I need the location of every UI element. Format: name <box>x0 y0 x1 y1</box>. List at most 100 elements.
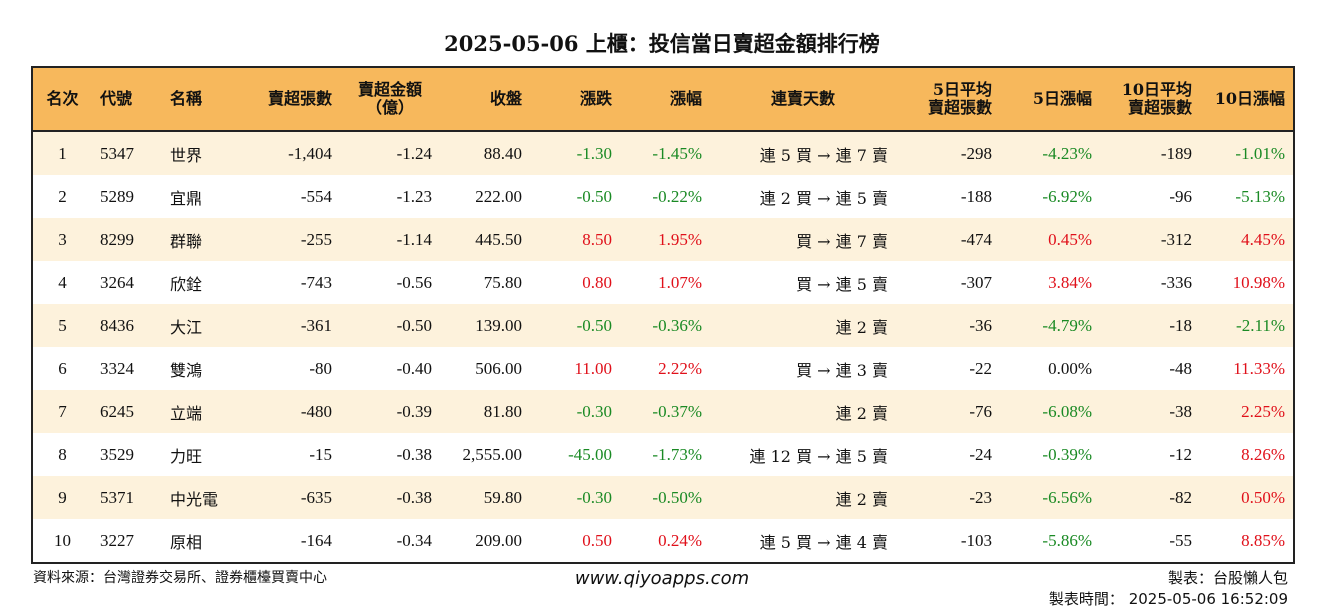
cell-pct10: 2.25% <box>1200 390 1294 433</box>
cell-avg5: -474 <box>896 218 1000 261</box>
cell-pct10: 10.98% <box>1200 261 1294 304</box>
cell-pct5: -4.79% <box>1000 304 1100 347</box>
cell-sell-amount: -1.24 <box>340 131 440 175</box>
cell-code: 3227 <box>92 519 162 563</box>
cell-rank: 10 <box>32 519 92 563</box>
cell-pct10: 0.50% <box>1200 476 1294 519</box>
cell-sell-shares: -1,404 <box>244 131 340 175</box>
table-row: 7 6245 立端 -480 -0.39 81.80 -0.30 -0.37% 連 2 賣 -76… <box>32 390 1294 433</box>
cell-code: 3264 <box>92 261 162 304</box>
cell-sell-amount: -0.50 <box>340 304 440 347</box>
cell-pct5: -6.08% <box>1000 390 1100 433</box>
cell-code: 5371 <box>92 476 162 519</box>
cell-rank: 9 <box>32 476 92 519</box>
table-row: 4 3264 欣銓 -743 -0.56 75.80 0.80 1.07% 買 → 連 5 賣-… <box>32 261 1294 304</box>
cell-name: 力旺 <box>162 433 244 476</box>
cell-sell-amount: -0.56 <box>340 261 440 304</box>
table-row: 8 3529 力旺 -15 -0.38 2,555.00 -45.00 -1.73% 連 12 … <box>32 433 1294 476</box>
cell-pct5: -5.86% <box>1000 519 1100 563</box>
table-row: 1 5347 世界 -1,404 -1.24 88.40 -1.30 -1.45% 連 5 買 … <box>32 131 1294 175</box>
cell-streak: 買 → 連 7 賣 <box>710 218 896 261</box>
cell-avg10: -189 <box>1100 131 1200 175</box>
cell-change-pct: -0.50% <box>620 476 710 519</box>
cell-sell-shares: -80 <box>244 347 340 390</box>
cell-sell-shares: -554 <box>244 175 340 218</box>
cell-change: 8.50 <box>530 218 620 261</box>
cell-streak: 連 2 賣 <box>710 304 896 347</box>
cell-code: 3324 <box>92 347 162 390</box>
cell-avg10: -12 <box>1100 433 1200 476</box>
header-change: 漲跌 <box>530 67 620 132</box>
header-name: 名稱 <box>162 67 244 132</box>
cell-name: 宜鼎 <box>162 175 244 218</box>
cell-pct10: 4.45% <box>1200 218 1294 261</box>
cell-name: 欣銓 <box>162 261 244 304</box>
header-avg5-line1: 5日平均 <box>932 80 992 99</box>
header-pct10: 10日漲幅 <box>1200 67 1294 132</box>
cell-rank: 5 <box>32 304 92 347</box>
cell-sell-amount: -1.23 <box>340 175 440 218</box>
cell-change-pct: -0.36% <box>620 304 710 347</box>
header-avg10-line2: 賣超張數 <box>1127 98 1192 117</box>
cell-sell-shares: -743 <box>244 261 340 304</box>
cell-streak: 連 2 賣 <box>710 390 896 433</box>
cell-sell-amount: -0.40 <box>340 347 440 390</box>
cell-close: 75.80 <box>440 261 530 304</box>
cell-name: 雙鴻 <box>162 347 244 390</box>
cell-rank: 3 <box>32 218 92 261</box>
cell-code: 8299 <box>92 218 162 261</box>
cell-change: 0.80 <box>530 261 620 304</box>
cell-code: 5347 <box>92 131 162 175</box>
cell-avg5: -36 <box>896 304 1000 347</box>
cell-change: 0.50 <box>530 519 620 563</box>
ranking-table: 名次 代號 名稱 賣超張數 賣超金額 （億） 收盤 漲跌 漲幅 連賣天數 5日平… <box>31 66 1295 564</box>
cell-streak: 買 → 連 5 賣 <box>710 261 896 304</box>
cell-avg10: -18 <box>1100 304 1200 347</box>
cell-pct5: 3.84% <box>1000 261 1100 304</box>
header-avg5: 5日平均 賣超張數 <box>896 67 1000 132</box>
cell-streak: 連 2 賣 <box>710 476 896 519</box>
cell-name: 世界 <box>162 131 244 175</box>
cell-close: 88.40 <box>440 131 530 175</box>
cell-avg5: -103 <box>896 519 1000 563</box>
cell-avg10: -82 <box>1100 476 1200 519</box>
website-link[interactable]: www.qiyoapps.com <box>574 568 750 589</box>
cell-avg5: -22 <box>896 347 1000 390</box>
table-row: 2 5289 宜鼎 -554 -1.23 222.00 -0.50 -0.22% 連 2 買 →… <box>32 175 1294 218</box>
cell-pct5: -0.39% <box>1000 433 1100 476</box>
page-title: 2025-05-06 上櫃：投信當日賣超金額排行榜 <box>444 31 880 56</box>
cell-avg5: -307 <box>896 261 1000 304</box>
cell-avg10: -96 <box>1100 175 1200 218</box>
cell-change: -1.30 <box>530 131 620 175</box>
cell-sell-shares: -255 <box>244 218 340 261</box>
cell-change: -0.50 <box>530 175 620 218</box>
header-close: 收盤 <box>440 67 530 132</box>
cell-pct5: -4.23% <box>1000 131 1100 175</box>
cell-change: -0.50 <box>530 304 620 347</box>
cell-pct5: 0.45% <box>1000 218 1100 261</box>
cell-rank: 2 <box>32 175 92 218</box>
cell-rank: 6 <box>32 347 92 390</box>
cell-sell-amount: -1.14 <box>340 218 440 261</box>
cell-avg5: -76 <box>896 390 1000 433</box>
cell-pct10: -5.13% <box>1200 175 1294 218</box>
cell-rank: 1 <box>32 131 92 175</box>
cell-close: 59.80 <box>440 476 530 519</box>
header-avg10-line1: 10日平均 <box>1121 80 1192 99</box>
cell-streak: 連 12 買 → 連 5 賣 <box>710 433 896 476</box>
cell-change-pct: -1.73% <box>620 433 710 476</box>
cell-name: 立端 <box>162 390 244 433</box>
cell-code: 5289 <box>92 175 162 218</box>
cell-close: 139.00 <box>440 304 530 347</box>
cell-avg5: -298 <box>896 131 1000 175</box>
cell-avg10: -55 <box>1100 519 1200 563</box>
cell-code: 6245 <box>92 390 162 433</box>
cell-close: 209.00 <box>440 519 530 563</box>
cell-avg5: -23 <box>896 476 1000 519</box>
data-source: 資料來源：台灣證券交易所、證券櫃檯買賣中心 <box>33 570 327 586</box>
cell-avg5: -188 <box>896 175 1000 218</box>
cell-streak: 連 5 買 → 連 7 賣 <box>710 131 896 175</box>
table-row: 6 3324 雙鴻 -80 -0.40 506.00 11.00 2.22% 買 → 連 3 賣… <box>32 347 1294 390</box>
cell-name: 群聯 <box>162 218 244 261</box>
table-row: 10 3227 原相 -164 -0.34 209.00 0.50 0.24% 連 5 買 → … <box>32 519 1294 563</box>
